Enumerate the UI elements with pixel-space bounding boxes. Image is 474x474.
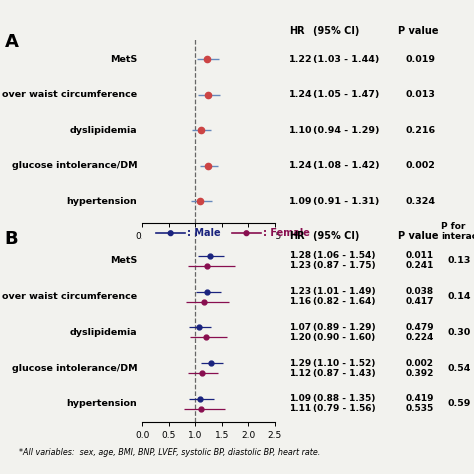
Text: (0.79 - 1.56): (0.79 - 1.56) (313, 404, 375, 413)
Text: 1.10: 1.10 (289, 126, 313, 135)
Text: 1.28: 1.28 (289, 251, 311, 260)
Text: HR: HR (289, 231, 305, 241)
Text: 0.59: 0.59 (448, 400, 471, 409)
Text: (0.82 - 1.64): (0.82 - 1.64) (313, 297, 375, 306)
Text: (1.10 - 1.52): (1.10 - 1.52) (313, 359, 375, 368)
Text: (1.08 - 1.42): (1.08 - 1.42) (313, 162, 380, 170)
Text: 0.30: 0.30 (448, 328, 471, 337)
Text: 0.13: 0.13 (448, 256, 471, 265)
Text: 1.09: 1.09 (289, 197, 313, 206)
Text: (0.87 - 1.75): (0.87 - 1.75) (313, 261, 375, 270)
Text: 0.392: 0.392 (405, 369, 434, 378)
Text: over waist circumference: over waist circumference (2, 292, 137, 301)
Text: *All variables:  sex, age, BMI, BNP, LVEF, systolic BP, diastolic BP, heart rate: *All variables: sex, age, BMI, BNP, LVEF… (19, 448, 320, 457)
Text: (0.87 - 1.43): (0.87 - 1.43) (313, 369, 375, 378)
Text: dyslipidemia: dyslipidemia (70, 126, 137, 135)
Text: P for
interaction: P for interaction (441, 222, 474, 241)
Text: (1.03 - 1.44): (1.03 - 1.44) (313, 55, 379, 64)
Text: 0.14: 0.14 (448, 292, 472, 301)
Text: 0.479: 0.479 (405, 323, 434, 332)
Text: dyslipidemia: dyslipidemia (70, 328, 137, 337)
Text: MetS: MetS (110, 256, 137, 265)
Text: 1.20: 1.20 (289, 333, 311, 342)
Text: 1.24: 1.24 (289, 162, 313, 170)
Text: 0.324: 0.324 (405, 197, 435, 206)
Text: (0.90 - 1.60): (0.90 - 1.60) (313, 333, 375, 342)
Text: 1.24: 1.24 (289, 91, 313, 99)
Text: 0.54: 0.54 (448, 364, 471, 373)
Text: P value: P value (398, 231, 438, 241)
Text: 0.019: 0.019 (405, 55, 435, 64)
Text: hypertension: hypertension (67, 400, 137, 409)
Text: glucose intolerance/DM: glucose intolerance/DM (12, 364, 137, 373)
Text: hypertension: hypertension (67, 197, 137, 206)
Text: P value: P value (398, 26, 438, 36)
Text: 1.16: 1.16 (289, 297, 311, 306)
Text: (0.89 - 1.29): (0.89 - 1.29) (313, 323, 375, 332)
Text: 0.038: 0.038 (405, 287, 433, 296)
Text: 1.29: 1.29 (289, 359, 311, 368)
Text: : Female: : Female (263, 228, 310, 238)
Text: 1.09: 1.09 (289, 394, 311, 403)
Text: (1.05 - 1.47): (1.05 - 1.47) (313, 91, 379, 99)
Text: 0.013: 0.013 (405, 91, 435, 99)
Text: (1.01 - 1.49): (1.01 - 1.49) (313, 287, 375, 296)
Text: 1.07: 1.07 (289, 323, 311, 332)
Text: : Male: : Male (187, 228, 221, 238)
Text: 0.535: 0.535 (405, 404, 434, 413)
Text: HR: HR (289, 26, 305, 36)
Text: 0.002: 0.002 (405, 359, 433, 368)
Text: over waist circumference: over waist circumference (2, 91, 137, 99)
Text: 0.216: 0.216 (405, 126, 436, 135)
Text: 1.22: 1.22 (289, 55, 313, 64)
Text: 1.12: 1.12 (289, 369, 311, 378)
Text: 0.011: 0.011 (405, 251, 433, 260)
Text: glucose intolerance/DM: glucose intolerance/DM (12, 162, 137, 170)
Text: 0.417: 0.417 (405, 297, 434, 306)
Text: (0.88 - 1.35): (0.88 - 1.35) (313, 394, 375, 403)
Text: 1.23: 1.23 (289, 261, 311, 270)
Text: (95% CI): (95% CI) (313, 26, 359, 36)
Text: 0.224: 0.224 (405, 333, 434, 342)
Text: 0.241: 0.241 (405, 261, 434, 270)
Text: (1.06 - 1.54): (1.06 - 1.54) (313, 251, 375, 260)
Text: (0.94 - 1.29): (0.94 - 1.29) (313, 126, 379, 135)
Text: 0.002: 0.002 (405, 162, 435, 170)
Text: 1.23: 1.23 (289, 287, 311, 296)
Text: A: A (5, 33, 18, 51)
Text: (0.91 - 1.31): (0.91 - 1.31) (313, 197, 379, 206)
Text: (95% CI): (95% CI) (313, 231, 359, 241)
Text: B: B (5, 230, 18, 248)
Text: 0.419: 0.419 (405, 394, 434, 403)
Text: 1.11: 1.11 (289, 404, 311, 413)
Text: MetS: MetS (110, 55, 137, 64)
